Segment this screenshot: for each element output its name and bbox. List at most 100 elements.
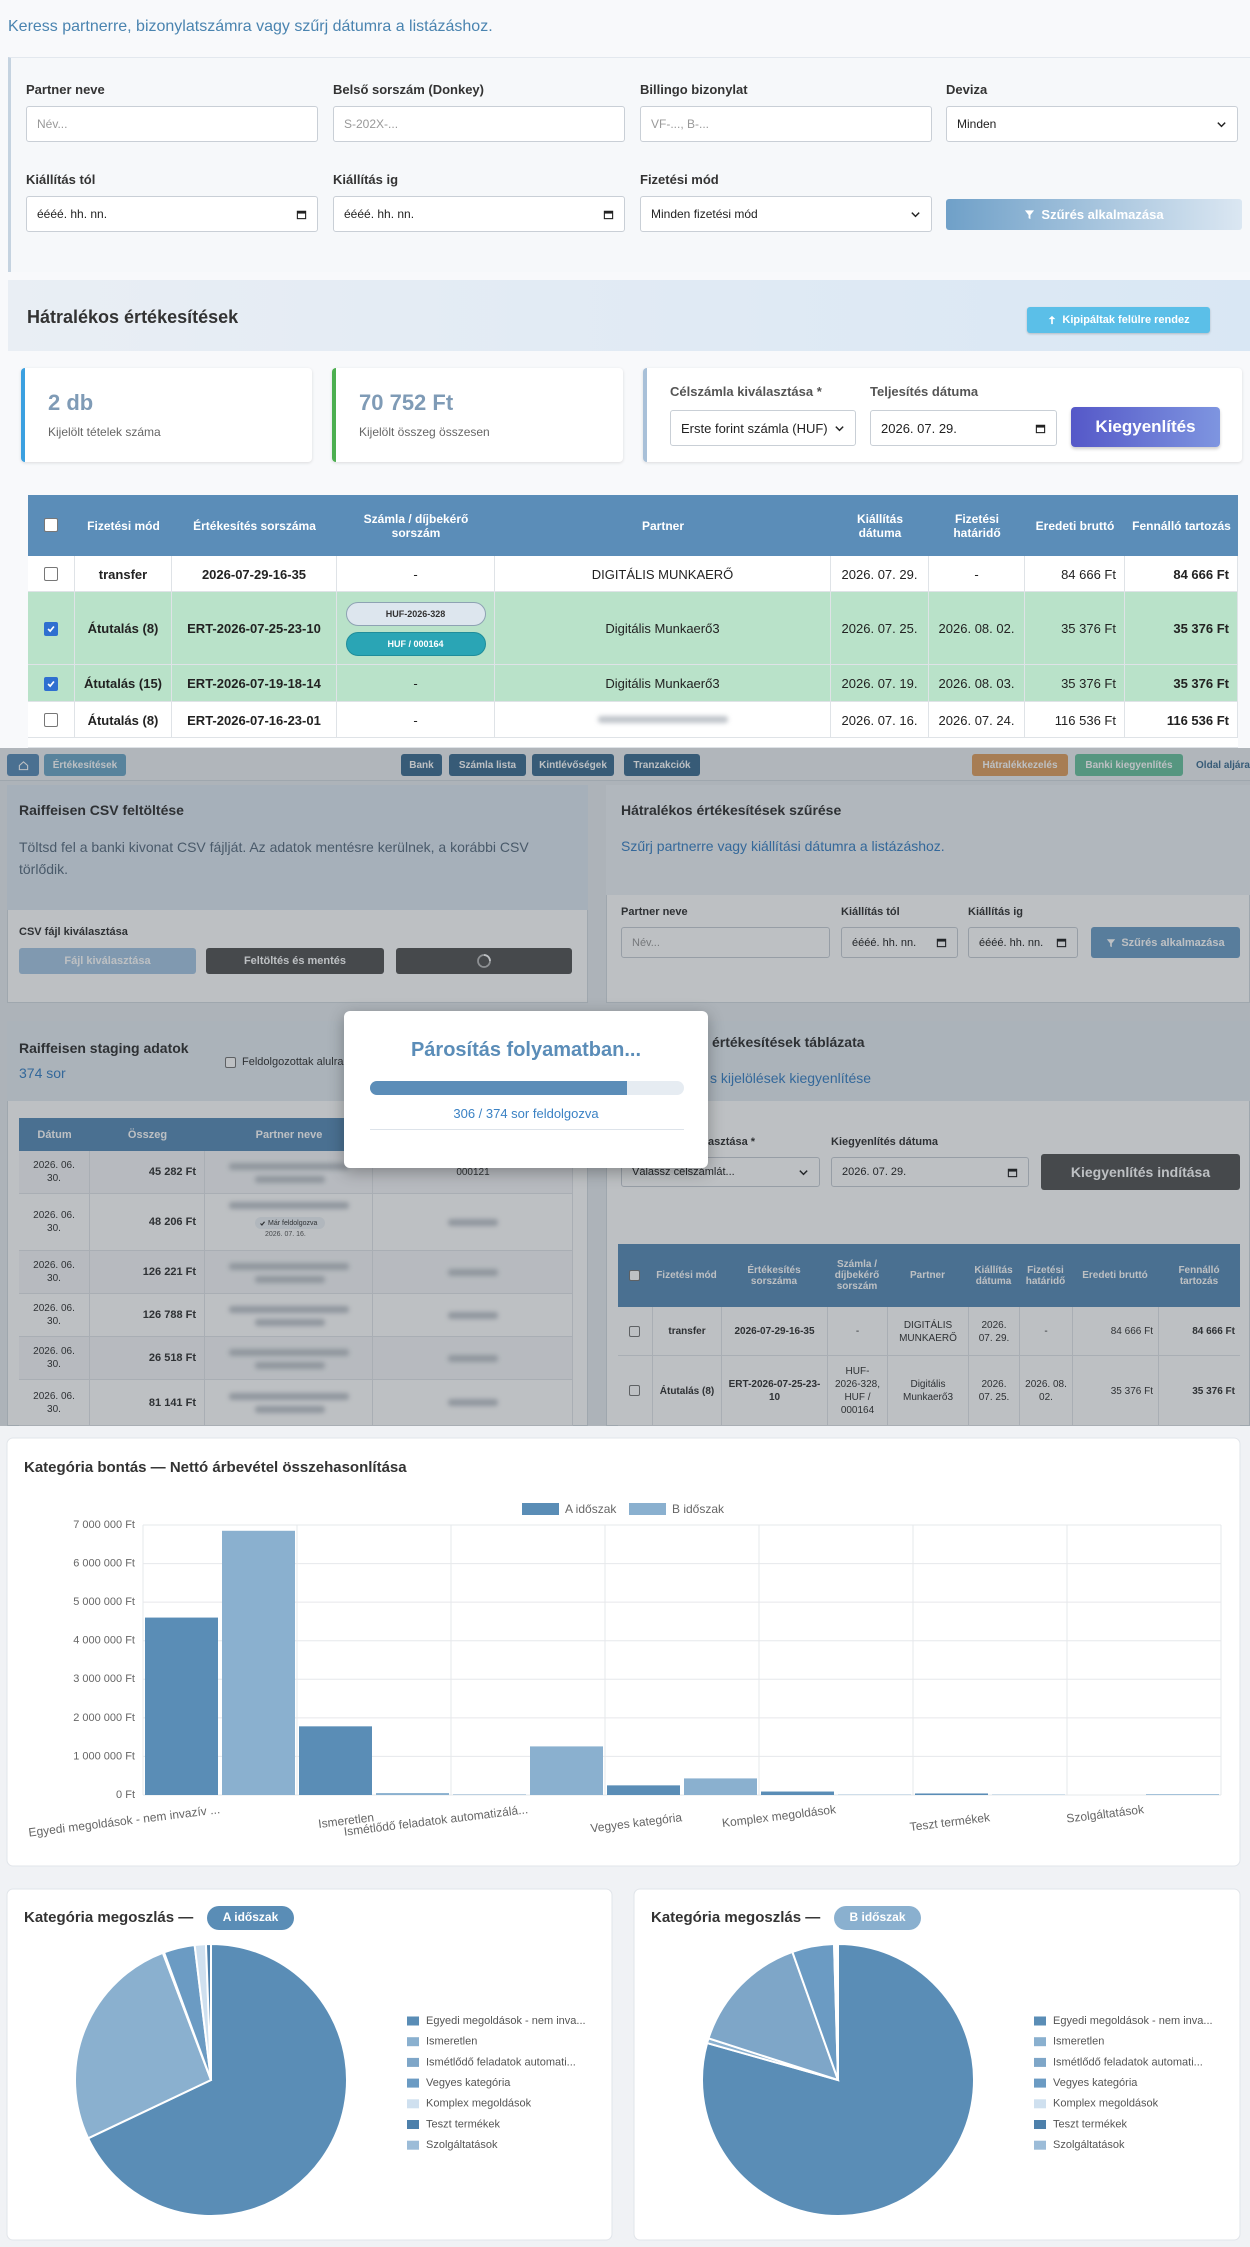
spinner-button[interactable] (396, 948, 572, 974)
table-cell: - (1019, 1307, 1072, 1356)
table-cell: 000121 (456, 1167, 490, 1178)
select-input[interactable]: Minden fizetési mód (640, 196, 932, 232)
table-cell: 2026. 07. 24. (929, 702, 1025, 738)
progress-label: 306 / 374 sor feldolgozva (453, 1105, 599, 1121)
column-header: Számla / díjbekérő sorszám (834, 1259, 880, 1292)
upload-button[interactable]: Feltöltés és mentés (206, 948, 384, 974)
nav-button[interactable]: Kintlévőségek (532, 754, 614, 776)
panel-title: Hátralékos értékesítések szűrése (621, 802, 842, 818)
y-tick-label: 3 000 000 Ft (73, 1673, 135, 1685)
table-cell: HUF-2026-328 HUF / 000164 (337, 592, 495, 665)
table-cell: 2026. 07. 16. (831, 702, 929, 738)
nav-button[interactable]: Oldal aljára (1196, 759, 1250, 771)
legend-swatch (522, 1503, 559, 1515)
table-cell: ERT-2026-07-19-18-14 (172, 665, 337, 702)
column-header: Fizetési határidő (953, 511, 1001, 540)
y-tick-label: 2 000 000 Ft (73, 1712, 135, 1724)
select-input[interactable]: 2026. 07. 29. (870, 410, 1057, 446)
table-cell: 2026. 08. 02. (929, 592, 1025, 665)
nav-button[interactable]: Bank (401, 754, 442, 776)
checkbox[interactable] (44, 518, 58, 532)
checkbox[interactable] (629, 1270, 640, 1281)
field-label: Teljesítés dátuma (870, 384, 979, 399)
y-tick-label: 7 000 000 Ft (73, 1519, 135, 1531)
column-header: Eredeti bruttó (1035, 518, 1115, 533)
nav-button[interactable]: Hátralékkezelés (972, 754, 1068, 776)
filter-button[interactable]: Szűrés alkalmazása (946, 199, 1242, 230)
select-input[interactable]: Minden (946, 106, 1238, 142)
table-cell: 35 376 Ft (1125, 592, 1238, 665)
select-input[interactable]: éééé. hh. nn. (26, 196, 318, 232)
file-button[interactable]: Fájl kiválasztása (19, 948, 196, 974)
table-cell: 2026. 07. 29. (831, 556, 929, 592)
bar (1146, 1794, 1219, 1795)
table-cell: 2026. 06. 30. (19, 1194, 90, 1251)
table-cell: 26 518 Ft (90, 1337, 205, 1380)
settle-button[interactable]: Kiegyenlítés (1071, 407, 1220, 447)
up-icon (1049, 315, 1056, 325)
table-row (28, 665, 1238, 702)
settle-button[interactable]: Kiegyenlítés indítása (1041, 1154, 1240, 1190)
table-cell: Átutalás (15) (75, 665, 172, 702)
table-cell (205, 1151, 373, 1194)
table-cell: transfer (652, 1307, 721, 1356)
table-cell: 35 376 Ft (1125, 665, 1238, 702)
cal-icon (1035, 424, 1046, 433)
blurred-text (448, 1311, 498, 1319)
checkbox[interactable] (629, 1385, 640, 1396)
select-input[interactable]: 2026. 07. 29. (831, 1157, 1029, 1187)
column-header: Értékesítés sorszáma (747, 1264, 801, 1287)
table-cell (373, 1251, 573, 1294)
table-cell (373, 1337, 573, 1380)
checkbox[interactable] (44, 676, 58, 691)
table-cell (28, 556, 75, 592)
blurred-text (229, 1348, 349, 1356)
nav-button[interactable]: Banki kiegyenlítés (1075, 754, 1183, 776)
field-label: Kiegyenlítés dátuma (831, 1136, 938, 1148)
column-header: Partner neve (255, 1128, 323, 1141)
invoice-badge: HUF-2026-328 (345, 601, 486, 626)
text-input[interactable]: VF-..., B-... (640, 106, 932, 142)
check-icon (47, 680, 55, 687)
funnel-icon (1107, 938, 1116, 947)
checkbox[interactable] (629, 1325, 640, 1337)
checkbox[interactable] (44, 621, 58, 636)
sort-button[interactable]: Kipipáltak felülre rendez (1027, 307, 1210, 333)
field-label: CSV fájl kiválasztása (19, 926, 128, 938)
home-button[interactable] (7, 754, 39, 776)
search-hint: Keress partnerre, bizonylatszámra vagy s… (8, 18, 493, 35)
column-header: Kiállítás dátuma (974, 1264, 1013, 1287)
blurred-text (255, 1275, 325, 1283)
legend-swatch (1034, 2037, 1046, 2047)
text-input[interactable]: Név... (26, 106, 318, 142)
blurred-text (229, 1202, 349, 1209)
legend-label: Ismeretlen (426, 2036, 477, 2048)
text-input[interactable]: Név... (621, 927, 830, 958)
cal-icon (603, 210, 614, 219)
select-input[interactable]: éééé. hh. nn. (968, 927, 1078, 958)
blurred-text (229, 1393, 349, 1400)
nav-button[interactable]: Számla lista (449, 754, 526, 776)
filter-panel (8, 57, 1250, 272)
checkbox[interactable] (44, 567, 58, 581)
select-input[interactable]: éééé. hh. nn. (333, 196, 625, 232)
blurred-text (448, 1354, 498, 1362)
input-text: éééé. hh. nn. (979, 936, 1044, 949)
home-icon (18, 760, 28, 770)
nav-button[interactable]: Értékesítések (44, 754, 126, 776)
bar (761, 1791, 834, 1795)
table-header (28, 495, 1238, 556)
legend-label: A időszak (565, 1502, 617, 1516)
select-input[interactable]: éééé. hh. nn. (841, 927, 958, 958)
select-input[interactable]: Erste forint számla (HUF) (670, 410, 856, 446)
checkbox[interactable] (44, 713, 58, 727)
filter-button[interactable]: Szűrés alkalmazása (1091, 927, 1240, 958)
table-cell: HUF-2026-328, HUF / 000164 (827, 1356, 887, 1426)
legend-swatch (407, 2120, 419, 2129)
text-input[interactable]: S-202X-... (333, 106, 625, 142)
checkbox[interactable] (225, 1057, 236, 1068)
table-cell: 2026. 07. 25. (968, 1356, 1019, 1426)
nav-button[interactable]: Tranzakciók (624, 754, 700, 776)
